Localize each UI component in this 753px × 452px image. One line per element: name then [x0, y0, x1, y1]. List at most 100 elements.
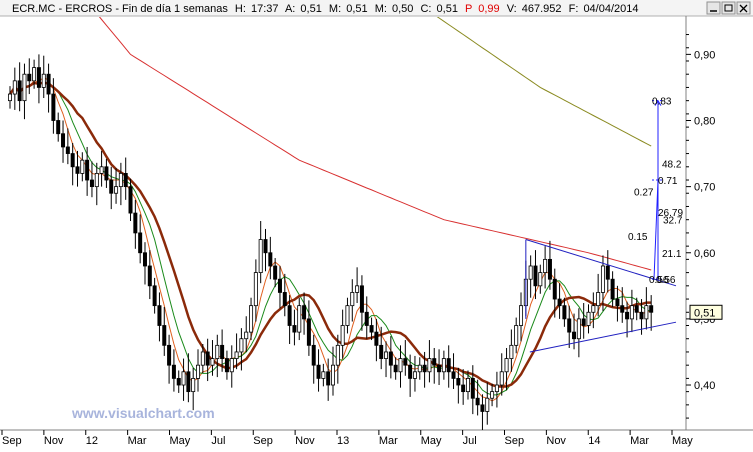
candle	[446, 345, 451, 388]
x-tick-label: Mar	[379, 435, 398, 447]
x-tick-label: May	[170, 435, 191, 447]
candle	[138, 214, 143, 264]
x-tick-label: May	[421, 435, 442, 447]
candle-body	[32, 67, 37, 82]
restore-button[interactable]	[721, 1, 736, 15]
candle	[70, 142, 75, 186]
candle-body	[287, 305, 292, 326]
candle-body	[552, 278, 557, 300]
candle	[441, 350, 446, 380]
candle	[306, 300, 311, 356]
hour-value: 17:37	[251, 3, 279, 15]
candle	[576, 308, 581, 358]
candle-body	[403, 358, 408, 366]
candle-body	[350, 292, 355, 307]
candle-body	[620, 305, 625, 313]
candle-body	[75, 166, 80, 174]
triangle-upper-line	[525, 239, 677, 287]
candle-body	[417, 364, 422, 373]
candle	[557, 283, 562, 319]
candle	[475, 379, 480, 416]
candle	[171, 349, 176, 392]
candle-body	[369, 325, 374, 333]
candle-body	[46, 73, 51, 95]
candle	[403, 340, 408, 376]
candle	[451, 353, 456, 389]
projection-label: 26.79	[658, 208, 683, 219]
symbol-text: ECR.MC	[12, 3, 55, 15]
candle-body	[249, 305, 254, 333]
candle-body	[644, 305, 649, 320]
minimize-button[interactable]	[706, 1, 721, 15]
candle	[249, 297, 254, 341]
candle	[480, 394, 485, 430]
candle-body	[374, 331, 379, 346]
candle	[581, 303, 586, 339]
candle	[547, 240, 552, 290]
candle-body	[7, 93, 12, 102]
close-button[interactable]	[736, 1, 751, 15]
projection-label: 0.83	[652, 97, 672, 108]
candle-body	[36, 67, 41, 88]
x-tick-label: Nov	[295, 435, 315, 447]
candle	[600, 255, 605, 311]
candle-body	[533, 265, 538, 287]
candle-body	[27, 73, 32, 82]
candle	[200, 344, 205, 374]
candle	[490, 383, 495, 407]
candle	[258, 221, 263, 284]
candle-body	[12, 80, 17, 95]
candle	[485, 382, 490, 425]
candle	[335, 334, 340, 384]
candle-body	[538, 272, 543, 287]
candle	[379, 326, 384, 370]
candle	[311, 334, 316, 384]
projection-label: 48.2	[662, 159, 682, 170]
x-tick-label: Sep	[2, 435, 22, 447]
close-value: 0,51	[437, 3, 458, 15]
candle	[94, 162, 99, 206]
triangle-pattern	[525, 239, 677, 353]
candle	[109, 166, 114, 210]
close-icon	[739, 4, 748, 13]
candle	[605, 250, 610, 293]
candle-body	[205, 351, 210, 366]
candle-body	[273, 265, 278, 280]
candle	[292, 309, 297, 346]
candle	[398, 345, 403, 388]
candle	[244, 316, 249, 352]
y-tick-label: 0,70	[694, 182, 715, 194]
candle-body	[591, 305, 596, 313]
candle-body	[427, 358, 432, 373]
x-tick-label: Jul	[211, 435, 225, 447]
candle-body	[196, 364, 201, 379]
candle-body	[509, 344, 514, 359]
candle	[46, 63, 51, 113]
candle-body	[181, 371, 186, 386]
candle-body	[600, 265, 605, 293]
candle-body	[157, 305, 162, 326]
candle-body	[22, 73, 27, 102]
candle-body	[485, 397, 490, 412]
candle	[345, 297, 350, 334]
y-tick-label: 0,80	[694, 116, 715, 128]
candle-body	[340, 325, 345, 346]
x-axis: Sep Nov 12 Mar May Jul Sep Nov 13 Mar May Jul Sep Nov…	[1, 430, 693, 447]
candle	[41, 55, 46, 99]
candle-body	[99, 166, 104, 174]
candle-body	[562, 305, 567, 320]
candle-body	[191, 378, 196, 393]
candle-body	[89, 179, 94, 188]
y-tick-label: 0,90	[694, 49, 715, 61]
candle	[350, 279, 355, 322]
candle	[644, 287, 649, 330]
candle	[494, 371, 499, 408]
candle-body	[142, 252, 147, 267]
candle	[586, 304, 591, 334]
candle-body	[514, 325, 519, 346]
candle-body	[432, 358, 437, 366]
y-tick-label: 0,60	[694, 248, 715, 260]
candle-body	[634, 305, 639, 313]
candle	[80, 152, 85, 182]
candle-body	[118, 173, 123, 188]
